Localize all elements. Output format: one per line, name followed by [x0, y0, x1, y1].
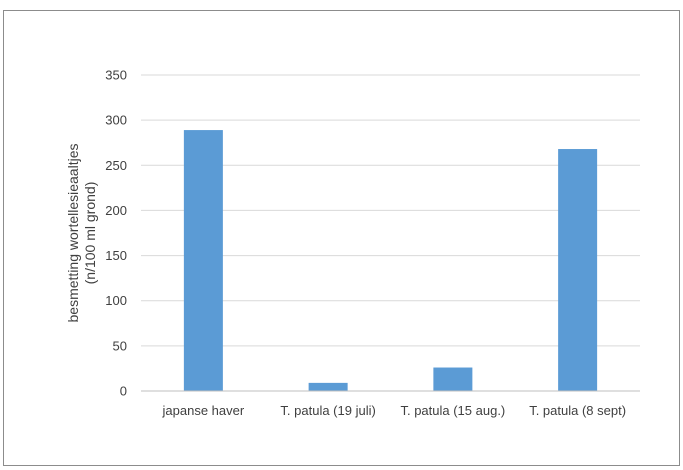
y-tick-label: 300 [105, 113, 127, 128]
y-tick-label: 350 [105, 68, 127, 83]
y-tick-label: 0 [120, 384, 127, 399]
bars [183, 130, 598, 391]
bar [183, 130, 223, 391]
y-axis-title-line: (n/100 ml grond) [82, 182, 98, 285]
x-tick-label: T. patula (15 aug.) [400, 403, 505, 418]
x-tick-label: japanse haver [162, 403, 245, 418]
y-tick-label: 50 [113, 338, 127, 353]
y-tick-label: 250 [105, 158, 127, 173]
y-tick-label: 150 [105, 248, 127, 263]
y-tick-labels: 0 50 100 150 200 250 300 350 [105, 68, 127, 399]
x-tick-labels: japanse haver T. patula (19 juli) T. patul… [162, 403, 627, 418]
x-tick-label: T. patula (8 sept) [529, 403, 626, 418]
y-axis-title: besmetting wortellesieaaltjes(n/100 ml g… [65, 144, 98, 323]
y-axis-title-line: besmetting wortellesieaaltjes [65, 144, 81, 323]
x-tick-label: T. patula (19 juli) [280, 403, 375, 418]
bar [558, 149, 598, 391]
bar [308, 382, 348, 391]
bar [433, 367, 473, 391]
gridlines [141, 74, 640, 347]
y-tick-label: 100 [105, 293, 127, 308]
y-tick-label: 200 [105, 203, 127, 218]
